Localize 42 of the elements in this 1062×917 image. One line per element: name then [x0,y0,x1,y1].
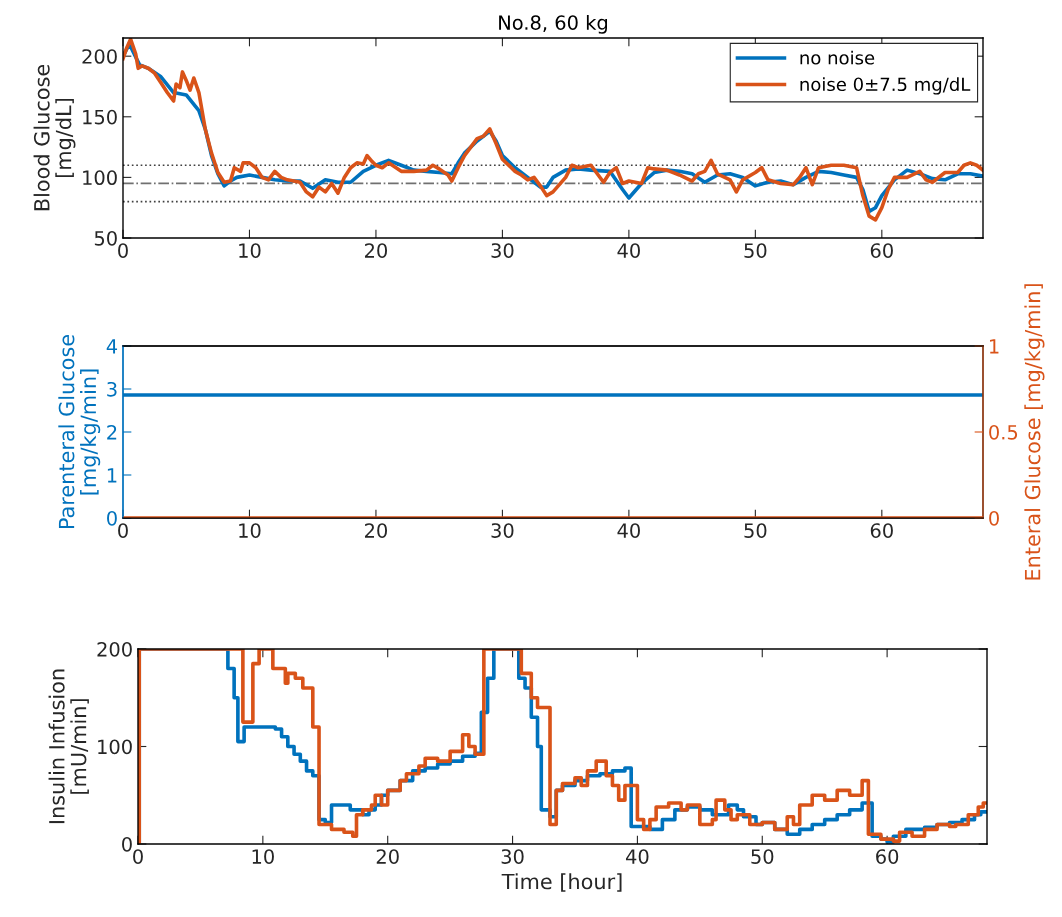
y-tick-label: 0 [107,510,117,526]
x-axis-title: Time [hour] [501,873,622,892]
legend-label: no noise [800,50,875,65]
x-tick-label: 30 [491,523,514,538]
y-axis-title: Parenteral Glucose [mg/kg/min] [58,334,101,529]
y-tick-label: 2 [107,424,117,440]
x-tick-label: 10 [239,523,261,538]
y-axis-title: Insulin Infusion [mU/min] [48,669,89,824]
x-tick-label: 50 [751,849,774,864]
y-tick-label: 200 [97,641,132,657]
x-tick-label: 20 [364,243,388,258]
y-tick-label: 150 [83,109,117,125]
chart-title: No.8, 60 kg [499,14,607,34]
x-tick-label: 10 [239,243,261,258]
x-tick-label: 20 [376,849,399,864]
x-tick-label: 30 [491,243,514,258]
x-tick-label: 60 [870,523,893,538]
y-tick-label: 200 [82,49,117,64]
x-tick-label: 0 [133,849,143,864]
x-tick-label: 60 [870,243,893,258]
x-tick-label: 40 [617,243,640,258]
y-tick-label: 100 [83,170,117,186]
legend-label: noise 0±7.5 mg/dL [800,77,971,95]
y-tick-label: 3 [107,381,117,397]
x-tick-label: 10 [252,849,274,864]
y2-tick-label: 0.5 [989,424,1018,440]
x-tick-label: 60 [876,849,899,864]
x-tick-label: 50 [744,243,767,258]
y-axis-title: Blood Glucose [mg/dL] [33,64,76,211]
x-tick-label: 20 [364,523,388,538]
x-tick-label: 50 [744,523,767,538]
y-tick-label: 50 [94,230,117,246]
x-tick-label: 40 [617,523,640,538]
y2-tick-label: 0 [989,510,999,526]
y-tick-label: 100 [98,739,132,755]
y-tick-label: 4 [106,339,118,354]
y-tick-label: 1 [107,468,117,483]
y2-axis-title: Enteral Glucose [mg/kg/min] [1024,284,1045,580]
x-tick-label: 30 [501,849,524,864]
y-tick-label: 0 [122,836,132,852]
y2-tick-label: 1 [990,339,999,354]
x-tick-label: 40 [625,849,649,864]
